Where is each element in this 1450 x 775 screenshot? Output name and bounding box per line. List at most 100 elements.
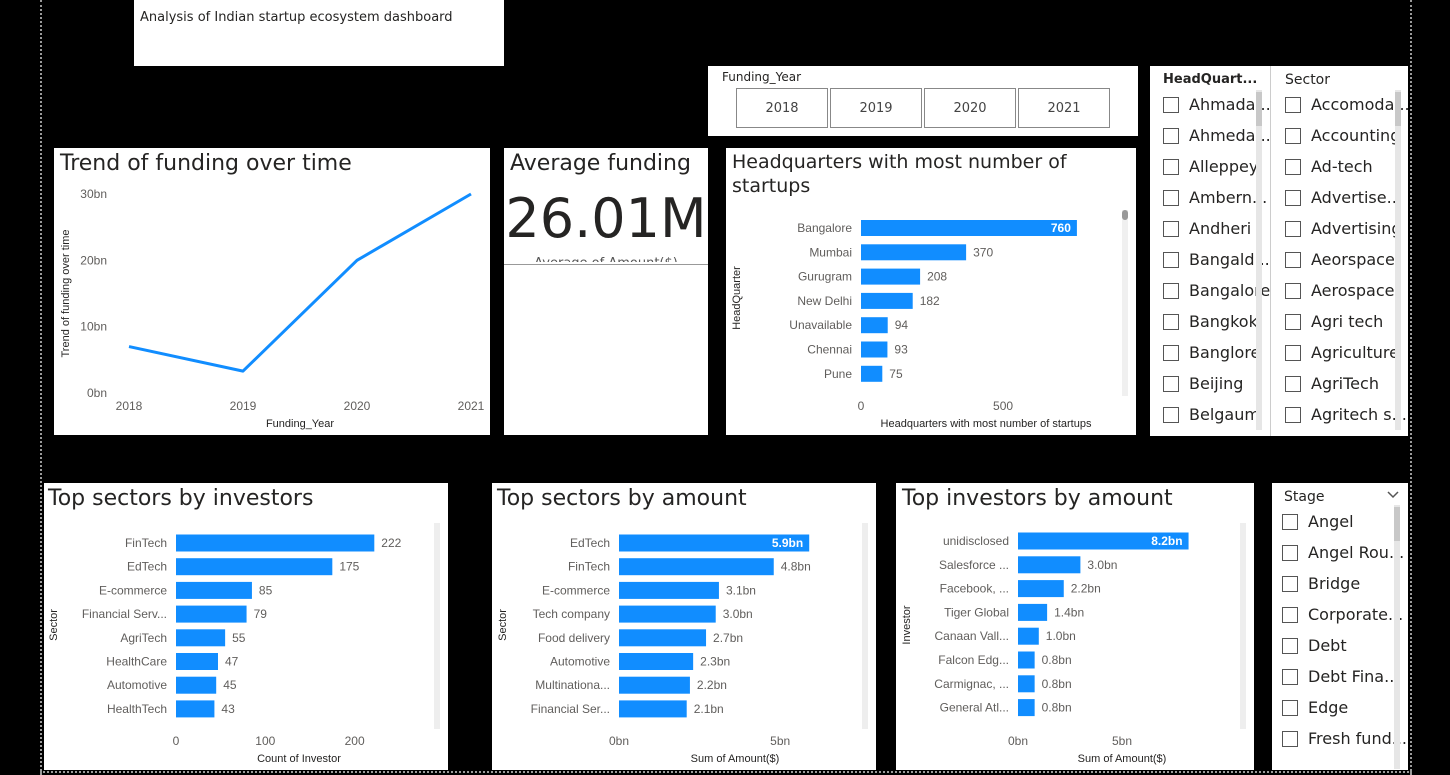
headquarter-slicer-item[interactable]: Belgaum — [1163, 405, 1260, 424]
sector-slicer-scroll-thumb[interactable] — [1395, 92, 1401, 126]
checkbox[interactable] — [1163, 96, 1179, 113]
category-label: HealthCare — [106, 655, 167, 669]
category-label: Carmignac, ... — [934, 677, 1009, 691]
investors-amount-card: Top investors by amount unidisclosed 8.2b… — [896, 483, 1254, 770]
category-label: Financial Ser... — [531, 702, 610, 716]
checkbox[interactable] — [1285, 220, 1301, 237]
hq-chart-svg: Bangalore 760 Mumbai 370 Gurugram 208 New Delh… — [731, 220, 1092, 430]
checkbox[interactable] — [1163, 406, 1179, 423]
investors-amount-scrollbar[interactable] — [1240, 523, 1246, 729]
headquarter-slicer-item[interactable]: Bangald... — [1163, 250, 1270, 269]
headquarter-slicer-item[interactable]: Bangkok — [1163, 312, 1258, 331]
checkbox[interactable] — [1163, 251, 1179, 268]
headquarter-slicer-scroll-thumb[interactable] — [1256, 92, 1262, 126]
sector-slicer-item[interactable]: Accounting — [1285, 126, 1400, 145]
headquarter-slicer-item[interactable]: Ahmeda... — [1163, 126, 1270, 145]
stage-slicer-item[interactable]: Angel — [1282, 512, 1354, 531]
year-button-2020[interactable]: 2020 — [924, 88, 1016, 128]
checkbox[interactable] — [1163, 344, 1179, 361]
sector-slicer-item[interactable]: Advertise... — [1285, 188, 1402, 207]
stage-slicer-item[interactable]: Angel Rou... — [1282, 543, 1404, 562]
headquarter-slicer-scrollbar[interactable] — [1256, 90, 1262, 430]
chevron-down-icon[interactable] — [1386, 487, 1400, 501]
bar — [1018, 603, 1048, 621]
checkbox[interactable] — [1163, 189, 1179, 206]
category-label: EdTech — [127, 560, 167, 574]
stage-slicer-item[interactable]: Edge — [1282, 698, 1348, 717]
headquarter-slicer-item[interactable]: Beijing — [1163, 374, 1243, 393]
checkbox[interactable] — [1282, 575, 1298, 592]
checkbox[interactable] — [1282, 606, 1298, 623]
headquarter-slicer-item[interactable]: Ahmada... — [1163, 95, 1270, 114]
sector-slicer-item[interactable]: Advertising — [1285, 219, 1402, 238]
checkbox[interactable] — [1163, 313, 1179, 330]
stage-slicer-item[interactable]: Fresh fund... — [1282, 729, 1407, 748]
hq-chart-card: Headquarters with most number of startup… — [726, 148, 1136, 435]
sectors-investors-scrollbar[interactable] — [434, 523, 440, 729]
bar — [619, 653, 694, 670]
checkbox[interactable] — [1163, 158, 1179, 175]
headquarter-slicer-item[interactable]: Andheri — [1163, 219, 1251, 238]
checkbox[interactable] — [1285, 375, 1301, 392]
checkbox[interactable] — [1163, 375, 1179, 392]
checkbox[interactable] — [1282, 730, 1298, 747]
sector-slicer-item[interactable]: Ad-tech — [1285, 157, 1373, 176]
sector-slicer-item[interactable]: Agri tech — [1285, 312, 1383, 331]
headquarter-slicer-item[interactable]: Bangalore — [1163, 281, 1270, 300]
headquarter-slicer-item[interactable]: Alleppey — [1163, 157, 1258, 176]
checkbox[interactable] — [1285, 282, 1301, 299]
year-button-2019[interactable]: 2019 — [830, 88, 922, 128]
headquarter-slicer-item[interactable]: Banglore — [1163, 343, 1260, 362]
checkbox[interactable] — [1282, 637, 1298, 654]
stage-slicer-item-label: Debt — [1308, 636, 1347, 655]
year-button-2018[interactable]: 2018 — [736, 88, 828, 128]
sector-slicer-item[interactable]: Agriculture — [1285, 343, 1399, 362]
checkbox[interactable] — [1285, 406, 1301, 423]
bar — [176, 605, 247, 623]
checkbox[interactable] — [1285, 158, 1301, 175]
checkbox[interactable] — [1282, 513, 1298, 530]
checkbox[interactable] — [1163, 220, 1179, 237]
stage-slicer-item[interactable]: Debt — [1282, 636, 1347, 655]
checkbox[interactable] — [1282, 544, 1298, 561]
bar — [176, 676, 217, 694]
bar — [619, 629, 707, 647]
stage-slicer-scroll-thumb[interactable] — [1394, 507, 1400, 541]
category-label: E-commerce — [99, 583, 167, 597]
sector-slicer-scrollbar[interactable] — [1395, 90, 1401, 430]
data-label: 2.7bn — [713, 631, 743, 645]
y-axis-title: HeadQuarter — [731, 266, 743, 330]
hq-chart-scroll-thumb[interactable] — [1122, 210, 1128, 220]
sector-slicer-item-label: Ad-tech — [1311, 157, 1373, 176]
year-button-2021[interactable]: 2021 — [1018, 88, 1110, 128]
headquarter-slicer-item-label: Bangald... — [1189, 250, 1270, 269]
canvas-border-bottom — [40, 771, 1412, 773]
sectors-investors-svg: FinTech 222 EdTech 175 E-commerce 85 Financial… — [48, 534, 402, 765]
stage-slicer-item[interactable]: Corporate... — [1282, 605, 1403, 624]
data-label: 45 — [223, 678, 237, 692]
sectors-amount-scrollbar[interactable] — [862, 523, 868, 729]
sector-slicer-item[interactable]: Aerospace — [1285, 281, 1394, 300]
stage-slicer-item[interactable]: Bridge — [1282, 574, 1360, 593]
sector-slicer-item-label: AgriTech — [1311, 374, 1379, 393]
checkbox[interactable] — [1282, 668, 1298, 685]
stage-slicer-scrollbar[interactable] — [1394, 505, 1400, 769]
checkbox[interactable] — [1163, 282, 1179, 299]
sector-slicer-item[interactable]: Agritech s... — [1285, 405, 1407, 424]
sector-slicer-item[interactable]: Aeorspace — [1285, 250, 1395, 269]
checkbox[interactable] — [1285, 344, 1301, 361]
category-label: AgriTech — [120, 631, 167, 645]
checkbox[interactable] — [1282, 699, 1298, 716]
headquarter-slicer-item[interactable]: Ambern... — [1163, 188, 1267, 207]
checkbox[interactable] — [1285, 127, 1301, 144]
hq-chart-scrollbar[interactable] — [1122, 210, 1128, 396]
checkbox[interactable] — [1285, 251, 1301, 268]
sector-slicer-item[interactable]: AgriTech — [1285, 374, 1379, 393]
checkbox[interactable] — [1285, 189, 1301, 206]
checkbox[interactable] — [1285, 313, 1301, 330]
checkbox[interactable] — [1285, 96, 1301, 113]
stage-slicer-item[interactable]: Debt Fina... — [1282, 667, 1399, 686]
checkbox[interactable] — [1163, 127, 1179, 144]
sector-slicer-item[interactable]: Accomoda... — [1285, 95, 1408, 114]
stage-slicer-item-label: Fresh fund... — [1308, 729, 1407, 748]
